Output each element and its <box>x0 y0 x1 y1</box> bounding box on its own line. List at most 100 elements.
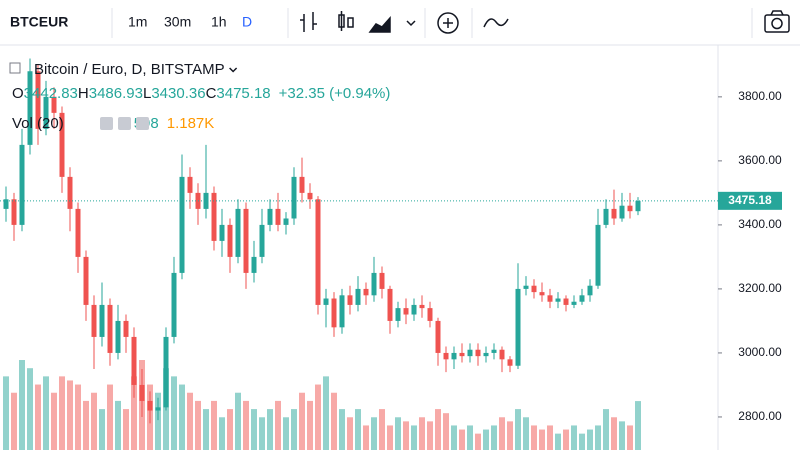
candle-body <box>419 304 425 309</box>
candle-body <box>491 349 497 353</box>
candle-body <box>579 295 585 302</box>
volume-bar <box>67 380 73 450</box>
candle-body <box>483 352 489 357</box>
candle-body <box>459 352 465 357</box>
volume-bar <box>195 400 201 450</box>
interval-active[interactable]: D <box>242 14 252 30</box>
volume-bar <box>51 392 57 450</box>
volume-bar <box>315 384 321 450</box>
volume-bar <box>107 384 113 450</box>
volume-bar <box>411 425 417 450</box>
candle-body <box>555 298 561 302</box>
candle-body <box>467 349 473 357</box>
y-tick-label: 3000.00 <box>738 345 782 359</box>
volume-bar <box>347 417 353 450</box>
volume-bar <box>227 409 233 450</box>
volume-bar <box>563 429 569 450</box>
volume-bar <box>483 429 489 450</box>
candle-body <box>635 200 641 212</box>
candle-body <box>91 304 97 337</box>
volume-bar <box>331 392 337 450</box>
volume-line: Vol (20)5981.187K <box>12 115 214 132</box>
volume-bar <box>99 409 105 450</box>
candle-body <box>315 199 321 305</box>
volume-bar <box>403 421 409 450</box>
collapse-icon[interactable] <box>9 62 21 74</box>
candle-body <box>259 224 265 257</box>
volume-bar <box>515 409 521 450</box>
legend-button[interactable] <box>100 117 113 130</box>
candle-body <box>347 295 353 305</box>
indicator-icon[interactable] <box>437 12 459 34</box>
y-tick-label: 3600.00 <box>738 153 782 167</box>
candle-body <box>83 256 89 305</box>
volume-bar <box>475 433 481 450</box>
candle-body <box>75 208 81 257</box>
volume-bar <box>427 421 433 450</box>
candle-body <box>443 352 449 360</box>
volume-bar <box>355 409 361 450</box>
interval[interactable]: 1h <box>211 14 227 30</box>
volume-bar <box>571 425 577 450</box>
volume-bar <box>251 409 257 450</box>
candle-body <box>235 208 241 257</box>
volume-bar <box>27 368 33 450</box>
legend-value: 1.187K <box>167 115 215 132</box>
volume-bar <box>371 417 377 450</box>
legend: Bitcoin / Euro, D, BITSTAMP O3442.83H348… <box>9 61 390 132</box>
volume-bar <box>363 425 369 450</box>
legend-title: Bitcoin / Euro, D, BITSTAMP <box>34 61 225 78</box>
interval[interactable]: 1m <box>128 14 147 30</box>
candle-body <box>283 218 289 225</box>
legend-button[interactable] <box>136 117 149 130</box>
candle-body <box>35 71 41 129</box>
bar-style-icon[interactable] <box>300 11 416 33</box>
candle-body <box>587 285 593 296</box>
y-tick-label: 3400.00 <box>738 217 782 231</box>
caret[interactable] <box>229 67 238 73</box>
volume-bar <box>267 409 273 450</box>
snapshot-icon[interactable] <box>764 10 790 33</box>
y-tick-label: 3800.00 <box>738 89 782 103</box>
legend-value: Vol (20) <box>12 115 64 132</box>
interval[interactable]: 30m <box>164 14 191 30</box>
legend-button[interactable] <box>118 117 131 130</box>
candle-body <box>531 285 537 293</box>
candle-body <box>619 205 625 219</box>
candle-body <box>403 308 409 315</box>
candle-body <box>331 298 337 328</box>
volume-bar <box>539 429 545 450</box>
candle-body <box>123 320 129 337</box>
volume-bar <box>171 376 177 450</box>
volume-bar <box>491 425 497 450</box>
volume-bar <box>611 417 617 450</box>
candle-body <box>627 205 633 212</box>
volume-bar <box>91 392 97 450</box>
legend-value: 3486.93 <box>89 85 143 102</box>
candle-body <box>291 176 297 219</box>
y-tick-label: 2800.00 <box>738 409 782 423</box>
volume-bar <box>451 425 457 450</box>
candle-body <box>171 272 177 337</box>
volume-bar <box>555 433 561 450</box>
candle-body <box>523 285 529 289</box>
candle-body <box>515 288 521 366</box>
candle-body <box>507 359 513 366</box>
candle-body <box>251 256 257 273</box>
candle-body <box>411 304 417 315</box>
volume-bar <box>467 425 473 450</box>
volume-bar <box>75 384 81 450</box>
volume-bar <box>387 425 393 450</box>
volume-bar <box>179 384 185 450</box>
candle-body <box>187 176 193 193</box>
volume-bar <box>379 409 385 450</box>
candle-body <box>203 192 209 209</box>
candle-body <box>451 352 457 360</box>
volume-bar <box>299 392 305 450</box>
ohlc-line: O3442.83H3486.93L3430.36C3475.18 +32.35 (… <box>12 85 390 102</box>
symbol[interactable]: BTCEUR <box>10 14 68 30</box>
volume-bar <box>123 409 129 450</box>
compare-icon[interactable] <box>483 18 509 28</box>
plot: 2800.00 3000.00 3200.00 3400.00 3600.00 3800.… <box>0 58 782 450</box>
